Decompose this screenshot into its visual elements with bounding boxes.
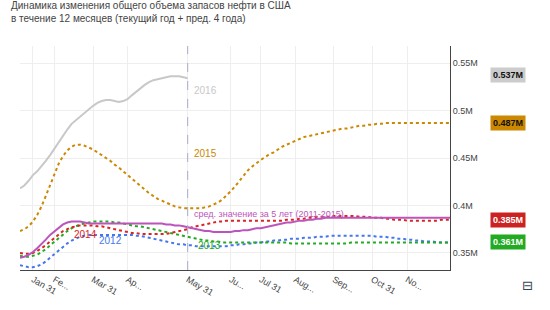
svg-text:Динамика изменения общего объе: Динамика изменения общего объема запасов…: [11, 0, 291, 24]
svg-text:Aug...: Aug...: [292, 274, 317, 294]
svg-text:2014: 2014: [74, 229, 97, 240]
svg-text:Ap...: Ap...: [124, 274, 145, 292]
svg-text:Mar 31: Mar 31: [90, 274, 119, 297]
svg-text:0.487M: 0.487M: [493, 118, 523, 128]
svg-text:2013: 2013: [198, 240, 221, 251]
svg-text:Sep...: Sep...: [331, 274, 356, 294]
svg-text:Jan 31: Jan 31: [30, 274, 58, 296]
svg-text:2012: 2012: [99, 235, 122, 246]
svg-text:No...: No...: [404, 274, 425, 292]
svg-text:2015: 2015: [194, 148, 217, 159]
svg-text:0.55M: 0.55M: [453, 58, 478, 68]
svg-text:сред. значение за 5 лет (2011-: сред. значение за 5 лет (2011-2015): [194, 209, 344, 219]
svg-text:0.35M: 0.35M: [453, 248, 478, 258]
svg-text:Ju...: Ju...: [227, 274, 247, 291]
svg-text:Fe...: Fe...: [51, 274, 72, 292]
svg-text:Jul 31: Jul 31: [258, 274, 284, 295]
svg-text:2016: 2016: [194, 85, 217, 96]
svg-text:0.361M: 0.361M: [493, 237, 523, 247]
svg-text:0.385M: 0.385M: [493, 215, 523, 225]
svg-text:⊟: ⊟: [522, 278, 533, 293]
svg-text:0.4M: 0.4M: [453, 201, 473, 211]
svg-text:0.5M: 0.5M: [453, 106, 473, 116]
svg-text:0.537M: 0.537M: [493, 70, 523, 80]
svg-text:May 31: May 31: [184, 274, 215, 297]
svg-text:0.45M: 0.45M: [453, 153, 478, 163]
svg-text:Oct 31: Oct 31: [369, 274, 397, 296]
